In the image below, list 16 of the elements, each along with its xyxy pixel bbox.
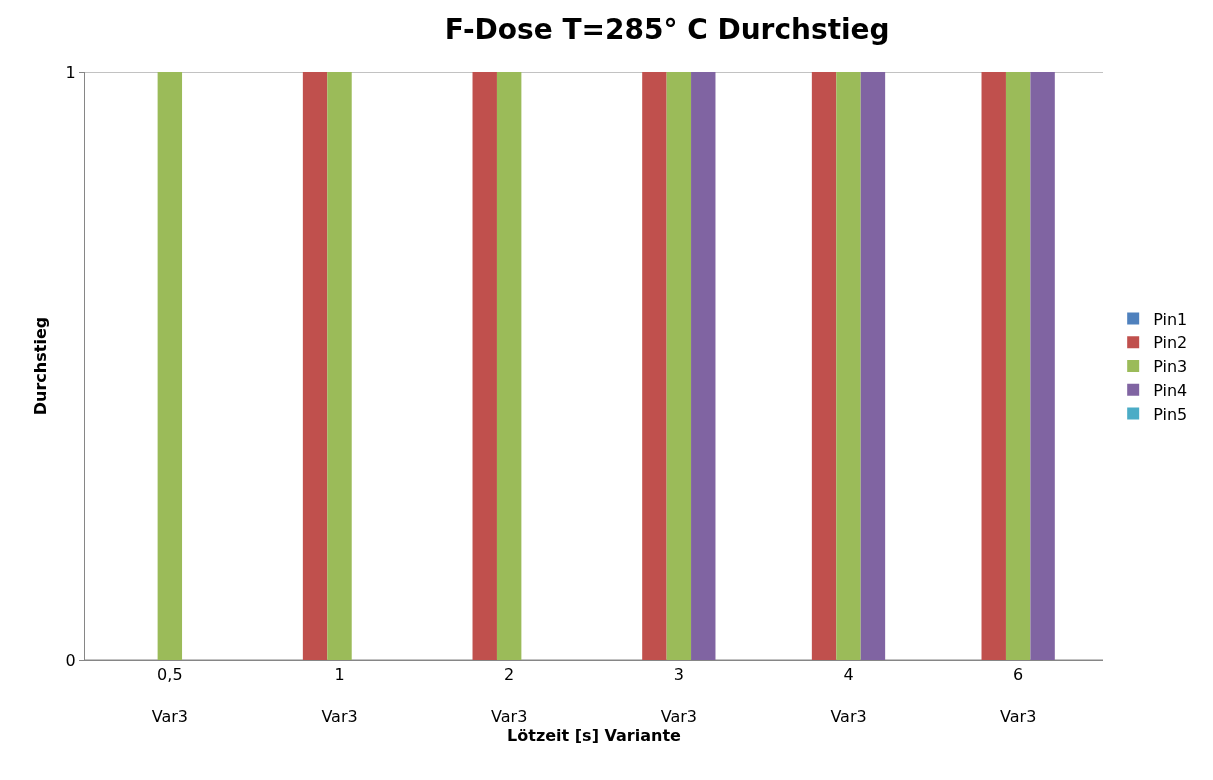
legend-label: Pin5 [1153,404,1188,424]
category-label: 6 Var3 [1000,665,1037,726]
legend-label: Pin4 [1153,381,1188,401]
y-axis-title: Durchstieg [30,316,50,416]
legend-label: Pin1 [1153,309,1188,329]
y-tick-label: 1 [65,62,76,82]
category-label: 3 Var3 [660,665,697,726]
x-axis-title: Lötzeit [s] Variante [507,725,682,745]
legend-label: Pin3 [1153,357,1188,377]
y-tick-label: 0 [65,650,76,670]
category-label: 4 Var3 [830,665,867,726]
category-label: 2 Var3 [491,665,528,726]
chart-title: F-Dose T=285° C Durchstieg [444,13,890,47]
category-label: 1 Var3 [321,665,358,726]
legend-label: Pin2 [1153,333,1188,353]
category-label: 0,5 Var3 [151,665,188,726]
